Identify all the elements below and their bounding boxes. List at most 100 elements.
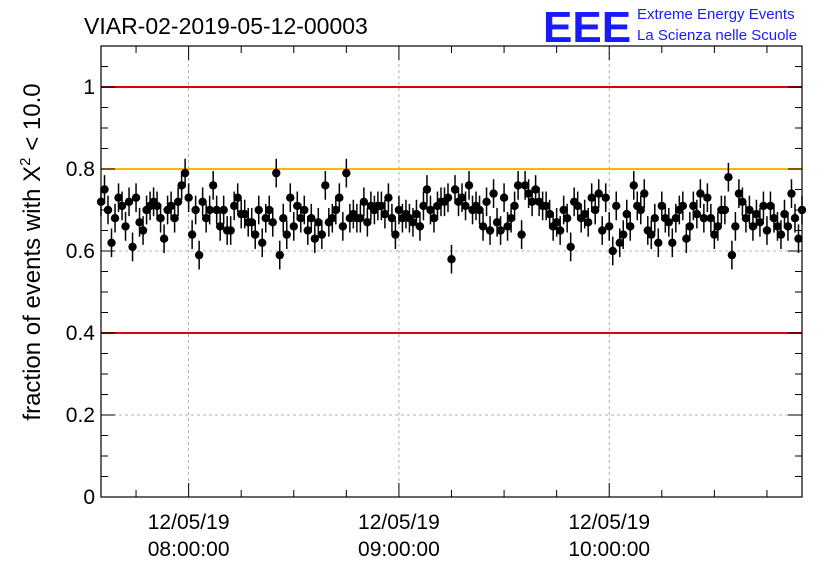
data-point — [475, 195, 484, 225]
data-point — [198, 187, 207, 217]
data-marker — [103, 205, 113, 215]
data-marker — [759, 201, 768, 211]
data-marker — [342, 168, 351, 178]
logo-letters: EEE — [543, 3, 631, 52]
data-marker — [338, 222, 348, 231]
data-marker — [363, 218, 372, 227]
data-marker — [180, 168, 190, 178]
data-marker — [166, 201, 176, 211]
data-point — [128, 232, 137, 262]
data-point — [668, 228, 677, 258]
data-point — [692, 199, 702, 229]
data-marker — [668, 238, 677, 247]
data-marker — [696, 189, 705, 198]
data-point — [131, 183, 141, 213]
data-point — [591, 195, 600, 225]
data-point — [780, 199, 789, 229]
data-marker — [464, 181, 474, 190]
data-marker — [443, 193, 453, 202]
data-marker — [527, 197, 537, 206]
data-point — [391, 220, 400, 249]
data-point — [745, 195, 754, 225]
data-marker — [598, 226, 607, 235]
data-point — [461, 191, 470, 221]
data-point — [215, 212, 225, 241]
data-marker — [384, 193, 393, 202]
data-marker — [587, 193, 596, 202]
data-point — [282, 220, 291, 249]
data-point — [265, 195, 274, 225]
y-tick-label: 0.6 — [66, 240, 95, 263]
data-marker — [594, 189, 603, 198]
data-marker — [794, 234, 803, 243]
data-point — [794, 224, 803, 254]
x-tick-date-label: 12/05/19 — [568, 511, 650, 534]
data-marker — [664, 218, 674, 227]
data-marker — [619, 230, 628, 239]
data-marker — [790, 214, 800, 223]
data-marker — [331, 205, 341, 215]
data-point — [279, 203, 288, 233]
data-point — [314, 207, 323, 237]
data-marker — [482, 197, 491, 206]
data-point — [713, 212, 723, 241]
data-marker — [110, 214, 120, 223]
data-point — [247, 207, 256, 237]
y-axis-label: fraction of events with X2 < 10.0 — [17, 83, 46, 420]
data-marker — [135, 218, 144, 227]
data-point — [415, 212, 425, 241]
data-marker — [187, 230, 197, 239]
data-marker — [622, 209, 631, 219]
data-marker — [650, 214, 659, 223]
data-point — [759, 191, 768, 221]
data-marker — [682, 234, 691, 243]
data-point — [338, 212, 348, 241]
data-point — [191, 195, 200, 225]
data-point — [664, 207, 674, 237]
data-marker — [247, 218, 256, 227]
data-marker — [219, 205, 228, 215]
data-marker — [783, 222, 793, 231]
data-point — [748, 212, 758, 241]
data-point — [117, 191, 127, 221]
data-point — [331, 195, 341, 225]
data-marker — [738, 197, 747, 206]
data-point — [738, 187, 747, 217]
data-point — [650, 203, 659, 233]
data-point — [545, 199, 554, 229]
data-point — [180, 158, 190, 188]
data-point — [762, 216, 772, 245]
data-marker — [208, 181, 218, 190]
data-marker — [608, 246, 617, 256]
data-marker — [678, 201, 688, 211]
y-axis-label-suffix: < 10.0 — [19, 83, 46, 157]
data-marker — [422, 185, 432, 194]
data-marker — [391, 230, 400, 239]
data-point — [300, 195, 309, 225]
data-marker — [426, 205, 435, 215]
data-marker — [489, 189, 498, 198]
data-point — [412, 199, 421, 229]
data-point — [783, 212, 793, 241]
data-point — [422, 175, 432, 204]
data-point — [443, 183, 453, 213]
data-marker — [412, 209, 421, 219]
data-marker — [699, 214, 709, 223]
data-point — [583, 207, 593, 237]
data-marker — [647, 230, 656, 239]
data-marker — [173, 197, 183, 206]
data-marker — [131, 193, 141, 202]
data-marker — [380, 209, 390, 219]
data-marker — [555, 226, 565, 235]
data-point — [573, 191, 582, 221]
data-point — [657, 191, 666, 221]
data-marker — [184, 193, 193, 202]
x-tick-date-label: 12/05/19 — [148, 511, 230, 534]
data-point — [706, 203, 716, 233]
data-marker — [503, 222, 512, 231]
data-marker — [300, 205, 309, 215]
data-point — [699, 203, 709, 233]
data-marker — [229, 201, 239, 211]
data-marker — [559, 205, 568, 215]
data-marker — [212, 205, 221, 215]
